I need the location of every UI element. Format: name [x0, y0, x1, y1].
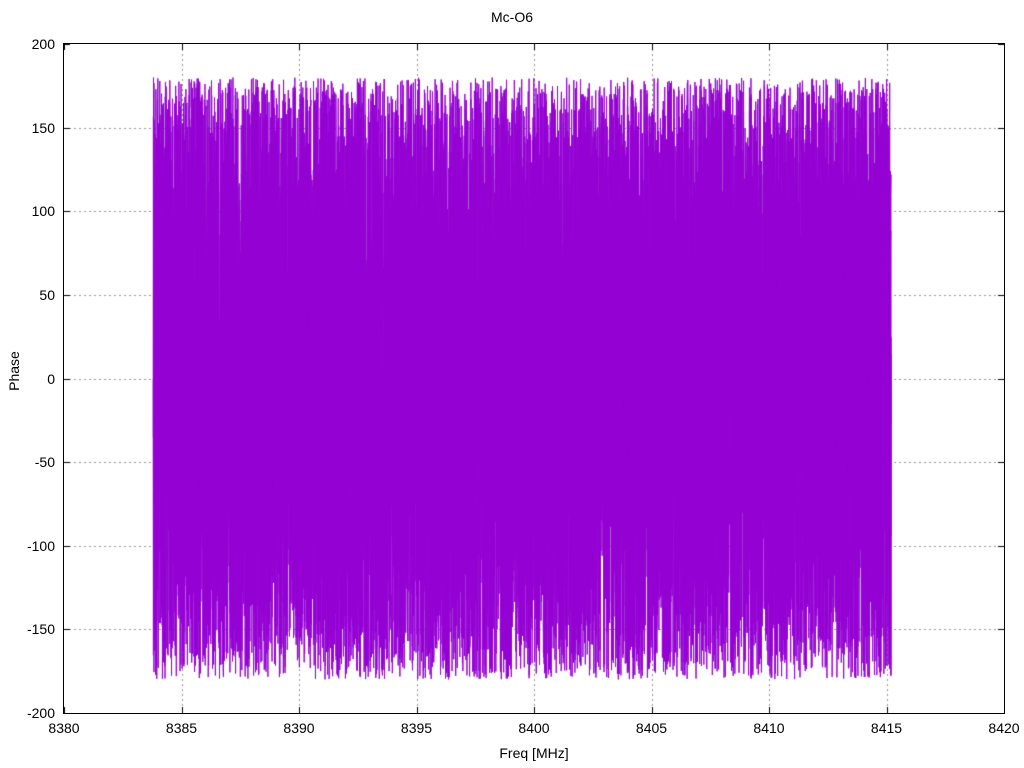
- chart-title: Mc-O6: [491, 9, 533, 25]
- x-tick-label: 8395: [400, 720, 433, 736]
- y-tick-label: -100: [26, 537, 55, 554]
- y-axis-tick-labels: -200 -150 -100 -50 0 50 100 150 200: [0, 37, 55, 720]
- x-tick-label: 8405: [635, 720, 668, 736]
- y-tick-label: -50: [34, 454, 55, 471]
- x-tick-label: 8400: [518, 720, 550, 736]
- y-tick-label: 100: [31, 203, 55, 220]
- y-tick-label: -150: [26, 621, 55, 638]
- y-tick-label: 150: [31, 119, 55, 136]
- x-tick-label: 8415: [870, 720, 903, 736]
- x-tick-label: 8410: [753, 720, 785, 736]
- plot-area: [63, 43, 1005, 714]
- x-axis-tick-labels: 8380 8385 8390 8395 8400 8405 8410 8415 8420: [48, 720, 1019, 740]
- y-tick-label: -200: [26, 705, 55, 721]
- x-tick-label: 8380: [48, 720, 80, 736]
- plot-canvas: [64, 44, 1004, 713]
- x-tick-label: 8385: [165, 720, 198, 736]
- x-axis-label: Freq [MHz]: [499, 745, 569, 761]
- x-tick-label: 8390: [283, 720, 315, 736]
- y-tick-label: 0: [47, 370, 55, 387]
- y-tick-label: 50: [39, 286, 55, 303]
- y-tick-label: 200: [31, 36, 55, 52]
- y-axis-label: Phase: [6, 351, 22, 391]
- x-tick-label: 8420: [988, 720, 1020, 736]
